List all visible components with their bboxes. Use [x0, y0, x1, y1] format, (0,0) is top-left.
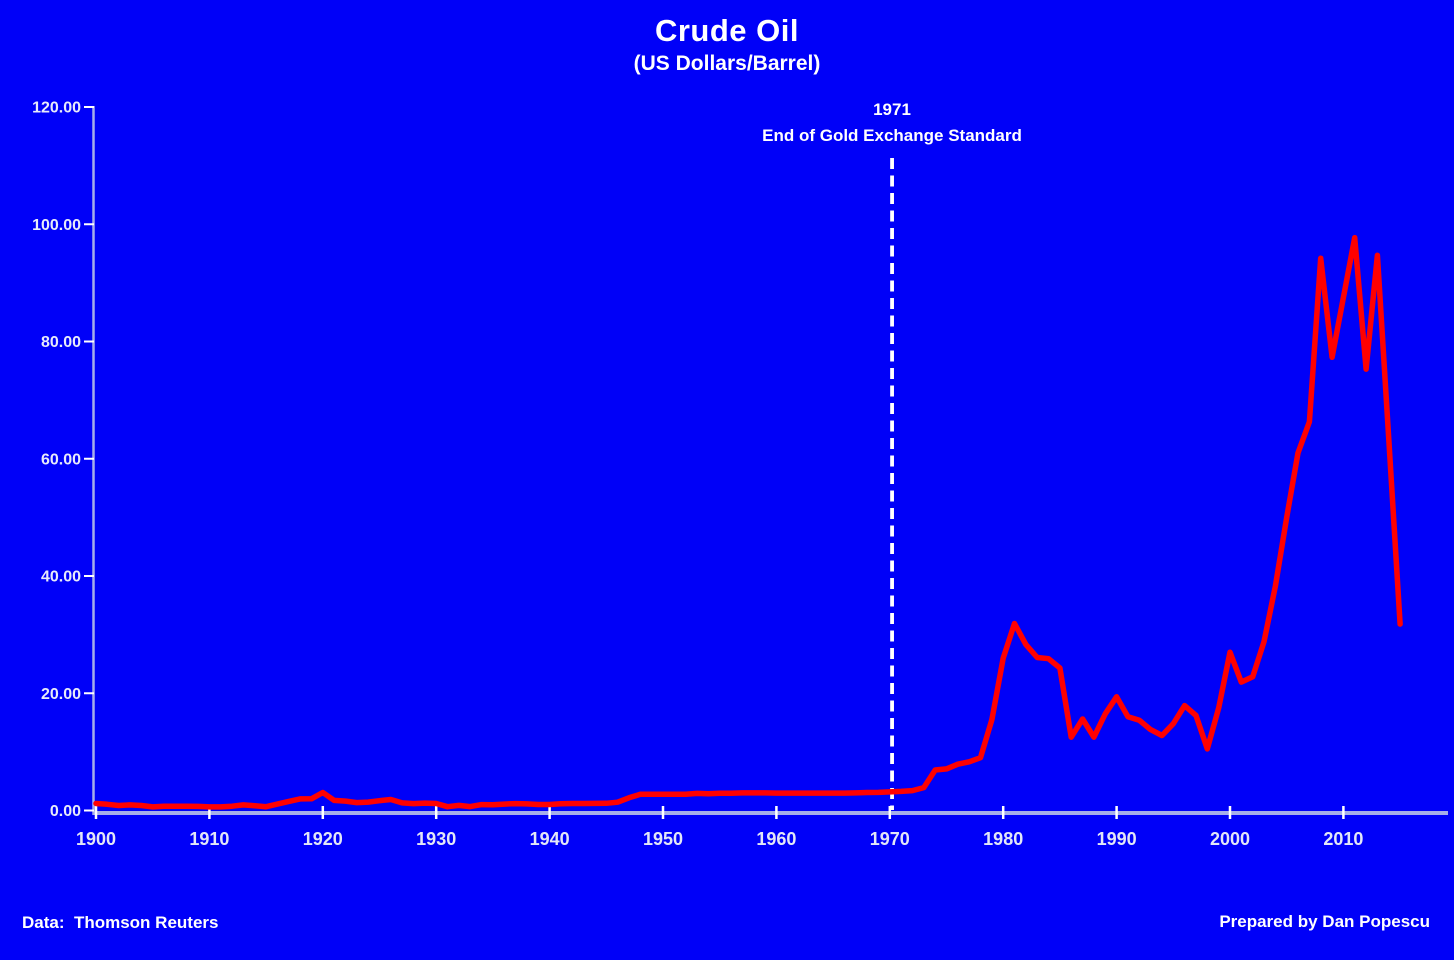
chart-title: Crude Oil: [654, 13, 799, 48]
crude-oil-price-series: [93, 234, 1403, 810]
y-axis-tick-label: 100.00: [32, 217, 81, 234]
x-axis-tick-label: 1900: [76, 829, 116, 849]
x-axis-tick-label: 1920: [303, 829, 343, 849]
y-axis-tick-label: 80.00: [41, 334, 81, 351]
data-source-credit: Data: Thomson Reuters: [22, 913, 219, 932]
x-axis-tick-label: 1990: [1097, 829, 1137, 849]
x-axis-tick-label: 1940: [530, 829, 570, 849]
prepared-by-credit: Prepared by Dan Popescu: [1219, 912, 1430, 931]
y-axis-tick-label: 120.00: [32, 100, 81, 117]
y-axis-tick-label: 60.00: [41, 451, 81, 468]
x-axis-tick-label: 1980: [983, 829, 1023, 849]
chart-subtitle: (US Dollars/Barrel): [633, 52, 821, 76]
x-axis-tick-label: 2010: [1323, 829, 1363, 849]
x-axis-tick-label: 1960: [756, 829, 796, 849]
x-axis-tick-label: 1930: [416, 829, 456, 849]
y-axis-tick-label: 0.00: [50, 803, 81, 820]
event-annotation-year: 1971: [873, 100, 911, 119]
x-axis-tick-label: 1970: [870, 829, 910, 849]
x-axis-tick-label: 1950: [643, 829, 683, 849]
chart-title-block: Crude Oil (US Dollars/Barrel): [0, 13, 1454, 76]
event-annotation-label: End of Gold Exchange Standard: [762, 126, 1022, 145]
y-axis-tick-label: 20.00: [41, 686, 81, 703]
x-axis-tick-label: 1910: [189, 829, 229, 849]
event-annotation: 1971 End of Gold Exchange Standard: [762, 100, 1022, 146]
y-axis-tick-label: 40.00: [41, 569, 81, 586]
x-axis-tick-label: 2000: [1210, 829, 1250, 849]
